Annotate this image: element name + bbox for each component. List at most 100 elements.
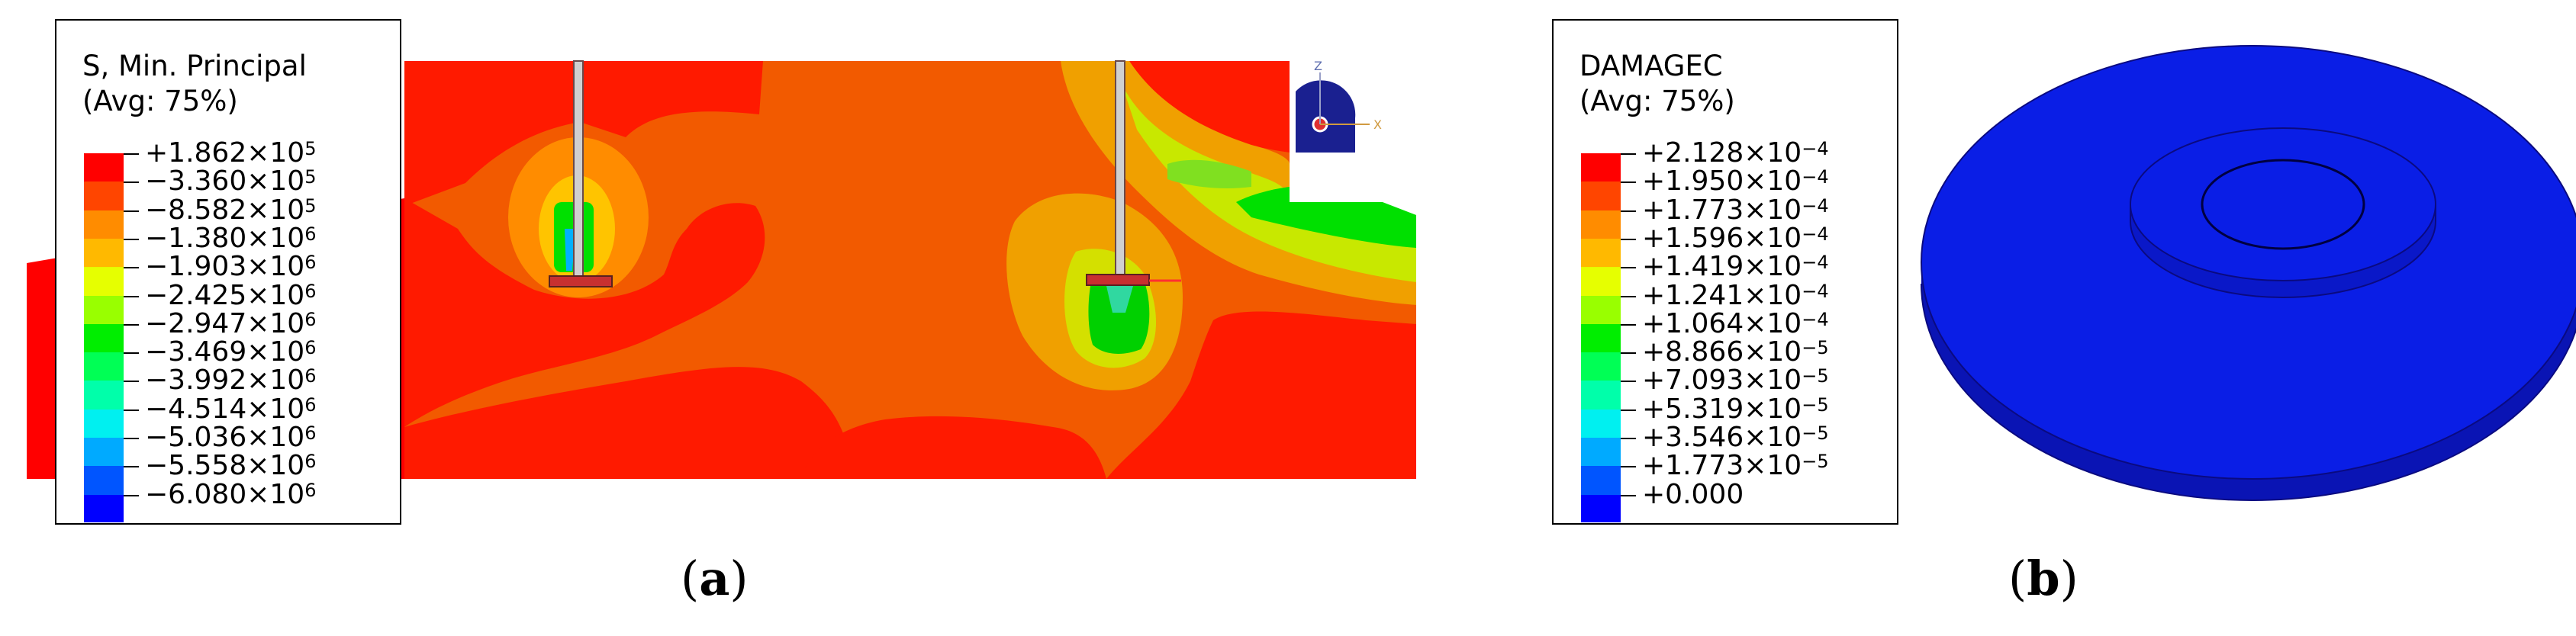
- legend-damage-exponent: −4: [1802, 308, 1829, 330]
- legend-stress-title: S, Min. Principal: [82, 50, 307, 82]
- legend-damage-tick: [1621, 267, 1636, 269]
- legend-stress-value: −3.469×10: [145, 336, 305, 368]
- legend-stress-swatch: [84, 466, 124, 496]
- boss-hole: [2201, 159, 2365, 250]
- legend-stress-exponent: 6: [304, 223, 317, 245]
- legend-stress-tick: [124, 267, 139, 269]
- legend-damage-label: +0.000: [1642, 478, 1744, 510]
- pile-right-shaft: [1115, 60, 1125, 279]
- legend-stress-tick: [124, 181, 139, 184]
- legend-damage-tick: [1621, 381, 1636, 383]
- legend-damage-exponent: −4: [1802, 194, 1829, 217]
- legend-damage-value: +1.950×10: [1642, 165, 1802, 198]
- legend-stress-value: −1.903×10: [145, 251, 305, 283]
- legend-stress-tick: [124, 153, 139, 155]
- legend-damage-swatch: [1581, 352, 1621, 382]
- legend-stress-value: +1.862×10: [145, 137, 305, 169]
- legend-damage-label: +5.319×10−5: [1642, 393, 1829, 425]
- legend-stress-exponent: 6: [304, 422, 317, 444]
- legend-damage-exponent: −4: [1802, 138, 1829, 159]
- legend-stress-value: −3.360×10: [145, 165, 305, 198]
- legend-damage-label: +2.128×10−4: [1642, 138, 1829, 167]
- legend-stress-label: +1.862×105: [145, 137, 317, 169]
- legend-stress-exponent: 6: [304, 451, 317, 473]
- legend-damage-tick: [1621, 494, 1636, 496]
- contour-green-pile-right: [1088, 282, 1150, 354]
- legend-stress-value: −5.036×10: [145, 422, 305, 453]
- legend-damage-value: +1.596×10: [1642, 222, 1802, 254]
- legend-damage-exponent: −4: [1802, 166, 1829, 188]
- legend-damage-subtitle: (Avg: 75%): [1579, 85, 1735, 117]
- legend-damage-tick: [1621, 409, 1636, 411]
- legend-damage-label: +1.419×10−4: [1642, 251, 1829, 283]
- legend-damage-label: +1.773×10−5: [1642, 451, 1829, 480]
- contour-blue-pile-left: [565, 229, 575, 271]
- legend-stress: S, Min. Principal (Avg: 75%) +1.862×105−…: [55, 19, 401, 525]
- legend-damage: DAMAGEC (Avg: 75%) +2.128×10−4 +1.950×10−…: [1552, 19, 1898, 525]
- pile-right-cap: [1086, 274, 1150, 286]
- legend-damage-swatch: [1581, 238, 1621, 268]
- legend-damage-value: +3.546×10: [1642, 422, 1802, 453]
- legend-damage-label: +8.866×10−5: [1642, 337, 1829, 366]
- legend-stress-label: −3.469×106: [145, 336, 316, 368]
- legend-damage-swatch: [1581, 494, 1621, 522]
- legend-damage-tick: [1621, 238, 1636, 240]
- legend-damage-tick: [1621, 438, 1636, 439]
- legend-damage-value: +1.419×10: [1642, 251, 1802, 283]
- legend-stress-value: −8.582×10: [145, 194, 305, 226]
- legend-stress-exponent: 6: [304, 308, 317, 330]
- legend-stress-swatch: [84, 181, 124, 211]
- legend-damage-exponent: −4: [1802, 223, 1829, 245]
- legend-stress-label: −1.903×106: [145, 251, 316, 283]
- legend-stress-value: −4.514×10: [145, 393, 305, 425]
- legend-damage-exponent: −5: [1802, 365, 1829, 387]
- legend-stress-tick: [124, 295, 139, 297]
- legend-damage-label: +1.773×10−4: [1642, 194, 1829, 224]
- legend-stress-exponent: 5: [304, 138, 317, 159]
- contour-green-top-right-b: [1167, 159, 1251, 188]
- contour-red-bottom-mid: [801, 416, 1106, 479]
- legend-damage-swatch: [1581, 181, 1621, 211]
- legend-stress-tick: [124, 466, 139, 468]
- legend-stress-tick: [124, 438, 139, 439]
- contour-red-right-top: [1129, 61, 1290, 153]
- triad-x-label: X: [1373, 117, 1382, 132]
- view-triad: [1296, 72, 1370, 153]
- legend-stress-value: −2.425×10: [145, 279, 305, 311]
- legend-damage-swatch: [1581, 438, 1621, 467]
- legend-stress-tick: [124, 210, 139, 212]
- legend-stress-swatch: [84, 153, 124, 183]
- legend-stress-tick: [124, 409, 139, 411]
- legend-damage-swatch: [1581, 295, 1621, 325]
- legend-damage-value: +5.319×10: [1642, 393, 1802, 425]
- legend-stress-label: −3.992×106: [145, 365, 316, 397]
- legend-stress-tick: [124, 381, 139, 383]
- legend-damage-swatch: [1581, 267, 1621, 297]
- legend-damage-label: +7.093×10−5: [1642, 365, 1829, 394]
- legend-stress-tick: [124, 238, 139, 240]
- legend-stress-subtitle: (Avg: 75%): [82, 85, 238, 117]
- legend-stress-value: −3.992×10: [145, 365, 305, 397]
- legend-damage-tick: [1621, 181, 1636, 184]
- legend-stress-label: −3.360×105: [145, 165, 316, 198]
- legend-stress-label: −1.380×106: [145, 223, 317, 252]
- legend-stress-value: −6.080×10: [145, 478, 305, 510]
- legend-stress-label: −8.582×105: [145, 194, 317, 226]
- legend-stress-exponent: 5: [304, 194, 317, 217]
- contour-cyan-pile-right: [1106, 286, 1133, 313]
- legend-damage-label: +3.546×10−5: [1642, 422, 1829, 453]
- legend-stress-label: −5.036×106: [145, 422, 317, 453]
- legend-damage-label: +1.950×10−4: [1642, 165, 1829, 198]
- legend-stress-value: −5.558×10: [145, 450, 305, 482]
- legend-stress-tick: [124, 352, 139, 355]
- caption-b: (b): [2008, 551, 2079, 606]
- legend-damage-tick: [1621, 466, 1636, 468]
- legend-damage-exponent: −5: [1802, 422, 1829, 444]
- legend-damage-value: +0.000: [1642, 478, 1744, 510]
- legend-stress-swatch: [84, 210, 124, 239]
- legend-damage-title: DAMAGEC: [1579, 50, 1723, 82]
- contour-red-top-left: [404, 61, 763, 206]
- legend-stress-swatch: [84, 323, 124, 354]
- legend-damage-tick: [1621, 210, 1636, 212]
- legend-stress-label: −2.425×106: [145, 279, 316, 311]
